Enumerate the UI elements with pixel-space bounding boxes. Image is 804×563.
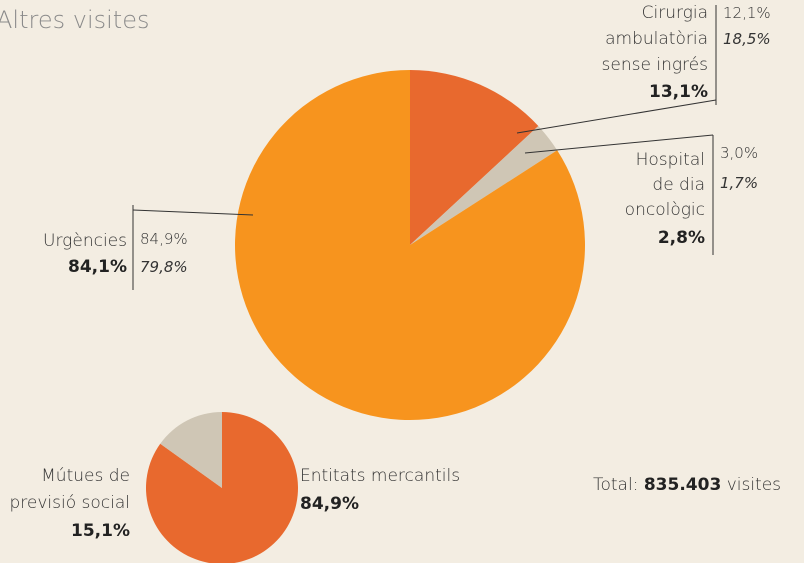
value-label: 84,1%: [68, 257, 127, 277]
category-label: Mútues de: [41, 466, 130, 486]
value-label-2: 84,9%: [140, 230, 188, 248]
value-label-3: 79,8%: [140, 258, 188, 276]
value-label-2: 3,0%: [720, 144, 758, 162]
chart-title: Altres visites: [0, 6, 149, 34]
category-label: oncològic: [625, 200, 705, 220]
slice: [410, 70, 539, 245]
slice: [146, 412, 298, 563]
total-prefix: Total:: [593, 475, 638, 495]
total-value: 835.403: [644, 475, 721, 495]
category-label: Urgències: [43, 231, 127, 251]
leader-line: [516, 99, 717, 134]
slice: [160, 412, 222, 488]
category-label: ambulatòria: [605, 29, 708, 49]
value-label-2: 12,1%: [723, 4, 771, 22]
leader-line: [132, 209, 254, 216]
total-suffix: visites: [727, 475, 781, 495]
category-label: de dia: [652, 175, 705, 195]
value-label: 84,9%: [300, 494, 359, 514]
value-label-3: 18,5%: [723, 30, 771, 48]
leader-line: [524, 134, 714, 154]
value-label: 15,1%: [71, 521, 130, 541]
value-label: 2,8%: [658, 228, 705, 248]
value-label: 13,1%: [649, 82, 708, 102]
slice: [410, 126, 558, 245]
category-label: previsió social: [9, 493, 130, 513]
category-label: Entitats mercantils: [300, 466, 460, 486]
category-label: Hospital: [636, 150, 705, 170]
value-label-3: 1,7%: [720, 174, 758, 192]
slice: [235, 70, 585, 421]
total: Total: 835.403 visites: [593, 475, 781, 495]
category-label: sense ingrés: [602, 55, 708, 75]
category-label: Cirurgia: [642, 3, 708, 23]
